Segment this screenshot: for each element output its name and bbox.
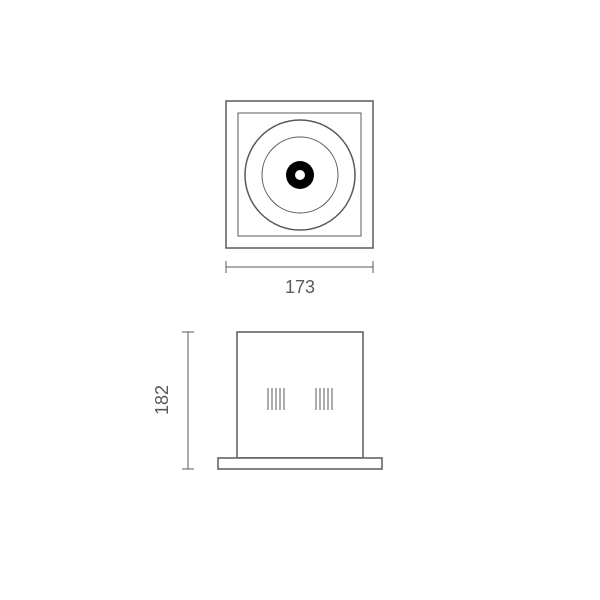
mounting-flange xyxy=(218,458,382,469)
width-dimension: 173 xyxy=(226,261,373,297)
side-view xyxy=(218,332,382,469)
technical-drawing: 173 182 xyxy=(0,0,600,600)
height-dimension: 182 xyxy=(152,332,194,469)
height-value: 182 xyxy=(152,385,172,415)
top-view xyxy=(226,101,373,248)
width-value: 173 xyxy=(285,277,315,297)
lens-inner xyxy=(295,170,305,180)
housing-body xyxy=(237,332,363,458)
